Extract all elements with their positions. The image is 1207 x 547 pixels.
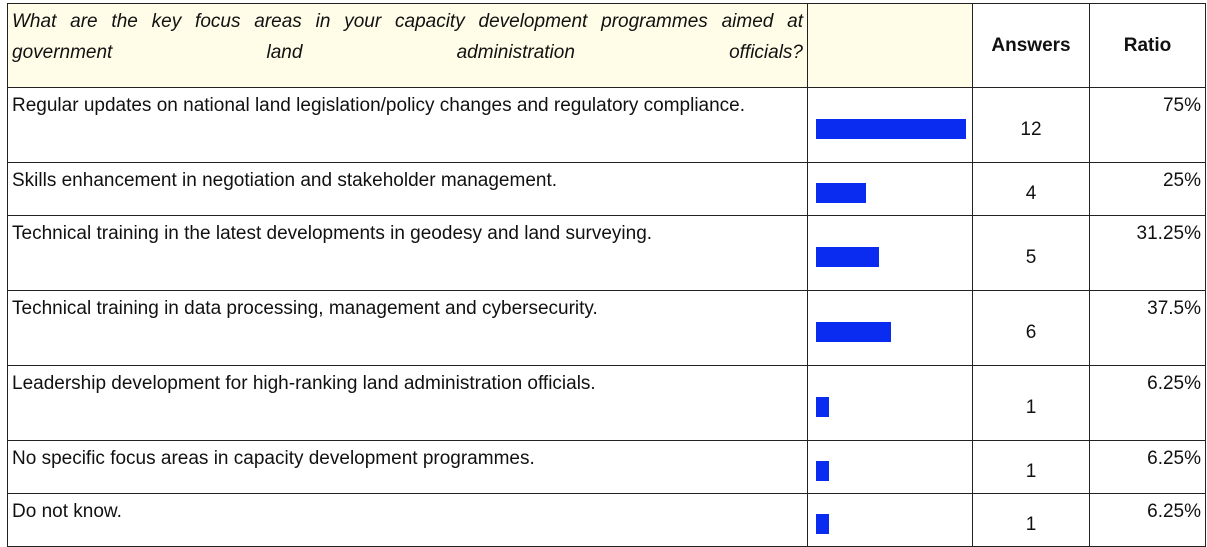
ratio: 31.25% — [1089, 215, 1206, 291]
row: Regular updates on national land legisla… — [7, 87, 1206, 163]
option: Technical training in data processing, m… — [7, 290, 808, 366]
answers: 4 — [972, 162, 1090, 216]
answers: 5 — [972, 215, 1090, 291]
ratio: 6.25% — [1089, 440, 1206, 494]
ratio: 37.5% — [1089, 290, 1206, 366]
bar-header — [807, 3, 973, 88]
row: Technical training in data processing, m… — [7, 290, 1206, 366]
row: Leadership development for high-ranking … — [7, 365, 1206, 441]
option: Leadership development for high-ranking … — [7, 365, 808, 441]
question: What are the key focus areas in your cap… — [7, 3, 808, 88]
option: Regular updates on national land legisla… — [7, 87, 808, 163]
answers: 6 — [972, 290, 1090, 366]
answers: 1 — [972, 440, 1090, 494]
answers: 12 — [972, 87, 1090, 163]
bar — [816, 514, 829, 534]
page: {"header": {"question": "What are the ke… — [7, 3, 1206, 547]
bar — [816, 119, 966, 139]
ratio: 6.25% — [1089, 493, 1206, 547]
bar-cell — [807, 162, 973, 216]
row: Technical training in the latest develop… — [7, 215, 1206, 291]
answers: 1 — [972, 493, 1090, 547]
ratio: 75% — [1089, 87, 1206, 163]
option: No specific focus areas in capacity deve… — [7, 440, 808, 494]
ratio: 6.25% — [1089, 365, 1206, 441]
bar-cell — [807, 493, 973, 547]
row: No specific focus areas in capacity deve… — [7, 440, 1206, 494]
bar-cell — [807, 87, 973, 163]
bar — [816, 322, 891, 342]
row: Skills enhancement in negotiation and st… — [7, 162, 1206, 216]
bar-cell — [807, 215, 973, 291]
ratio: 25% — [1089, 162, 1206, 216]
table-body: Regular updates on national land legisla… — [7, 87, 1206, 547]
bar — [816, 247, 879, 267]
answers-header: Answers — [972, 3, 1090, 88]
bar-cell — [807, 290, 973, 366]
bar — [816, 183, 866, 203]
survey-table: What are the key focus areas in your cap… — [7, 3, 1206, 547]
row: Do not know. 1 6.25% — [7, 493, 1206, 547]
bar-cell — [807, 440, 973, 494]
option: Technical training in the latest develop… — [7, 215, 808, 291]
bar — [816, 461, 829, 481]
answers: 1 — [972, 365, 1090, 441]
bar-cell — [807, 365, 973, 441]
ratio-header: Ratio — [1089, 3, 1206, 88]
bar — [816, 397, 829, 417]
option: Do not know. — [7, 493, 808, 547]
option: Skills enhancement in negotiation and st… — [7, 162, 808, 216]
